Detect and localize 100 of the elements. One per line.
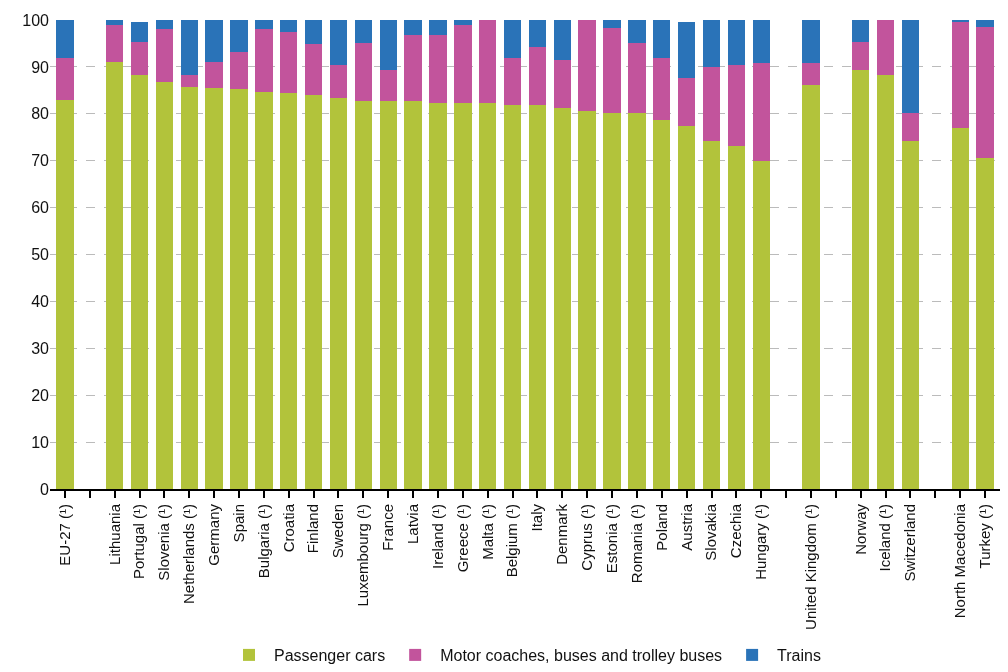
bar (304, 95, 323, 489)
bar (329, 64, 348, 98)
bar (528, 20, 547, 48)
x-tick-label: Estonia (¹) (602, 504, 620, 574)
bar (702, 20, 721, 68)
bar (727, 20, 746, 65)
bar (901, 140, 920, 489)
bar (603, 112, 621, 489)
bar (553, 108, 572, 489)
y-tick-label: 90 (31, 58, 50, 76)
legend-label: Motor coaches, buses and trolley buses (440, 647, 723, 665)
x-tick-label: Belgium (¹) (503, 504, 521, 578)
bar (976, 27, 994, 159)
x-tick-label: Poland (652, 504, 670, 551)
bar (404, 34, 422, 101)
bar (304, 20, 323, 45)
x-tick-label: Greece (¹) (453, 504, 471, 573)
bar (180, 20, 198, 76)
bar (528, 105, 547, 489)
bar (454, 20, 472, 25)
x-tick-label: Latvia (403, 503, 421, 545)
y-tick-label: 40 (31, 293, 50, 310)
y-tick-label: 30 (31, 339, 50, 357)
bar (802, 20, 820, 63)
bar (304, 44, 323, 96)
bar (628, 42, 646, 113)
bar (901, 112, 920, 141)
bar (653, 20, 671, 58)
bar (603, 28, 621, 113)
y-tick-label: 0 (40, 480, 50, 498)
bar (354, 100, 373, 489)
y-tick-label: 70 (31, 152, 50, 170)
bar (130, 74, 149, 489)
y-tick-label: 50 (31, 246, 50, 264)
bar (727, 64, 746, 147)
bar (230, 52, 248, 90)
bar (603, 20, 621, 29)
bar (230, 20, 248, 53)
legend-label: Passenger cars (274, 647, 386, 665)
x-tick-label: Germany (205, 503, 223, 566)
legend-label: Trains (777, 647, 821, 665)
bar (354, 42, 373, 101)
bar (503, 20, 522, 58)
x-tick-label: Spain (229, 504, 247, 543)
bar (802, 62, 820, 86)
bar (653, 57, 671, 121)
bar (180, 87, 198, 489)
bar (255, 20, 273, 30)
x-tick-label: Portugal (¹) (130, 504, 148, 580)
x-tick-label: France (379, 504, 397, 551)
x-tick-label: Slovenia (¹) (155, 504, 173, 581)
bar (130, 21, 149, 43)
bar (329, 20, 348, 65)
bar (727, 146, 746, 489)
bar (503, 57, 522, 106)
x-tick-label: Luxembourg (¹) (354, 504, 372, 607)
bar (56, 57, 74, 100)
bar (478, 20, 497, 104)
bar (354, 20, 373, 43)
bar (578, 110, 596, 489)
x-tick-label: United Kingdom (¹) (801, 504, 819, 630)
bar (628, 112, 646, 489)
y-tick-label: 60 (31, 199, 50, 217)
x-tick-label: Austria (677, 503, 695, 551)
y-tick-label: 80 (31, 105, 50, 123)
bar (752, 62, 770, 161)
x-tick-label: North Macedonia (951, 503, 969, 619)
x-tick-label: Switzerland (901, 504, 919, 582)
bar (553, 20, 572, 61)
bar (205, 20, 223, 63)
bar (852, 70, 870, 489)
bar (105, 20, 124, 25)
x-tick-label: Malta (¹) (478, 504, 496, 560)
bar (752, 160, 770, 489)
bar (379, 100, 397, 489)
bar (255, 92, 273, 489)
bar (280, 92, 298, 489)
bar (180, 75, 198, 88)
x-tick-label: EU-27 (¹) (55, 504, 73, 566)
bar (702, 67, 721, 141)
bar (677, 77, 696, 126)
bar (677, 125, 696, 489)
x-tick-label: Slovakia (702, 503, 720, 561)
bar (876, 74, 895, 489)
x-tick-label: Netherlands (¹) (180, 504, 198, 605)
bar (429, 20, 447, 35)
bar (205, 87, 223, 489)
bar (553, 60, 572, 109)
bar (677, 21, 696, 78)
bar (951, 22, 969, 129)
bar (802, 85, 820, 489)
bar (901, 20, 920, 113)
bar (702, 140, 721, 489)
bar (56, 20, 74, 58)
bar (951, 128, 969, 489)
bar (454, 103, 472, 489)
bar (752, 20, 770, 63)
bar (578, 20, 596, 111)
x-tick-label: Hungary (¹) (752, 504, 770, 580)
bar (205, 62, 223, 88)
